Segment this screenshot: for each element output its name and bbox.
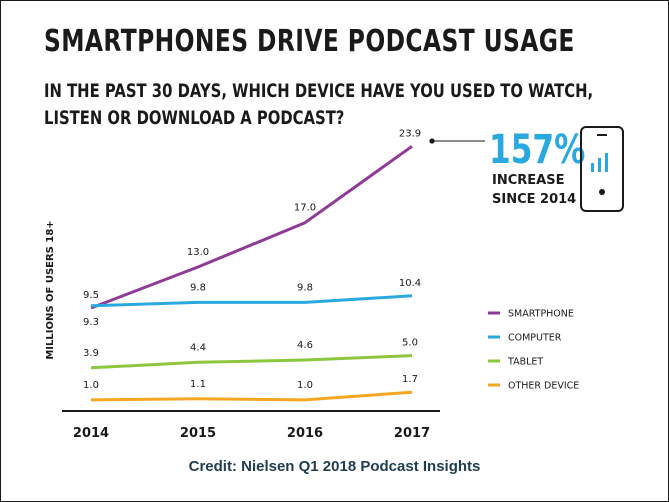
- legend-label-computer: COMPUTER: [508, 333, 562, 344]
- smartphone-bar-chart-icon: [580, 126, 624, 212]
- series-line-computer: [90, 294, 413, 308]
- data-label-smartphone-2016: 17.0: [294, 203, 316, 214]
- subtitle-line-2: LISTEN OR DOWNLOAD A PODCAST?: [44, 107, 345, 129]
- data-label-other-device-2017: 1.7: [402, 374, 418, 385]
- series-line-smartphone: [90, 145, 413, 310]
- x-tick-2017: 2017: [394, 426, 430, 441]
- data-label-computer-2014: 9.5: [83, 290, 99, 301]
- callout-line-1: INCREASE: [492, 173, 564, 188]
- subtitle-line-1: IN THE PAST 30 DAYS, WHICH DEVICE HAVE Y…: [44, 80, 594, 102]
- x-tick-2014: 2014: [73, 426, 109, 441]
- data-label-tablet-2015: 4.4: [190, 342, 206, 353]
- data-label-computer-2016: 9.8: [297, 282, 313, 293]
- data-label-tablet-2016: 4.6: [297, 340, 313, 351]
- chart-subtitle: IN THE PAST 30 DAYS, WHICH DEVICE HAVE Y…: [44, 78, 593, 132]
- data-label-smartphone-2017: 23.9: [399, 128, 421, 139]
- credit-text: Credit: Nielsen Q1 2018 Podcast Insights: [188, 458, 481, 475]
- x-tick-2016: 2016: [287, 426, 323, 441]
- series-line-tablet: [90, 354, 413, 370]
- data-label-computer-2017: 10.4: [399, 278, 421, 289]
- data-label-computer-2015: 9.8: [190, 282, 206, 293]
- x-tick-2015: 2015: [180, 426, 216, 441]
- data-label-tablet-2014: 3.9: [83, 348, 99, 359]
- data-label-smartphone-2015: 13.0: [187, 247, 209, 258]
- data-label-other-device-2016: 1.0: [297, 380, 313, 391]
- legend-label-smartphone: SMARTPHONE: [508, 309, 574, 320]
- legend-label-other-device: OTHER DEVICE: [508, 381, 579, 392]
- callout-percent: 157%: [489, 127, 585, 173]
- y-axis-label: MILLIONS OF USERS 18+: [45, 220, 56, 359]
- legend-label-tablet: TABLET: [507, 357, 543, 368]
- data-label-other-device-2014: 1.0: [83, 380, 99, 391]
- series-line-other-device: [90, 390, 413, 402]
- data-label-other-device-2015: 1.1: [190, 379, 206, 390]
- data-label-smartphone-2014: 9.3: [83, 317, 99, 328]
- chart-title: SMARTPHONES DRIVE PODCAST USAGE: [44, 24, 575, 59]
- callout-line-2: SINCE 2014: [492, 192, 576, 207]
- data-label-tablet-2017: 5.0: [402, 338, 418, 349]
